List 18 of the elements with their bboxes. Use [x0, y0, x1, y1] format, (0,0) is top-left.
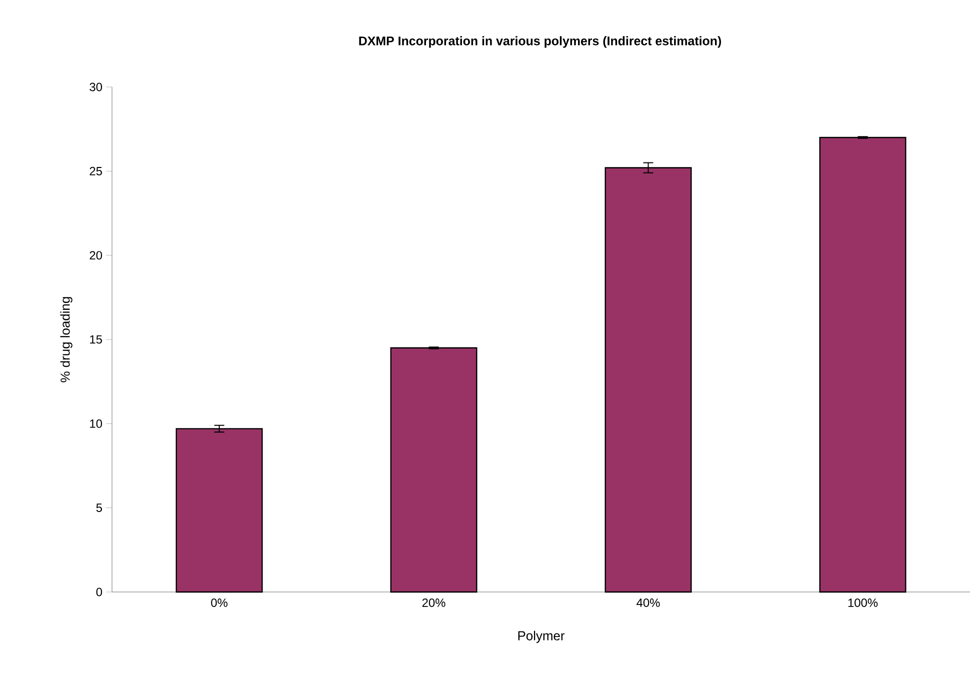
x-tick-label: 40% — [636, 598, 660, 607]
bar — [176, 428, 263, 593]
chart-title: DXMP Incorporation in various polymers (Indirect estimation) — [359, 36, 722, 48]
bar — [390, 347, 478, 593]
bar — [819, 136, 906, 593]
y-tick-label: 0 — [96, 588, 102, 596]
y-tick-label: 10 — [90, 419, 102, 428]
bar — [604, 167, 692, 593]
x-tick-label: 0% — [211, 598, 228, 607]
x-axis-title: Polymer — [518, 630, 565, 643]
y-tick-label: 25 — [90, 166, 102, 176]
y-axis-title: % drug loading — [60, 297, 72, 382]
y-tick-label: 15 — [90, 335, 102, 344]
x-tick-label: 20% — [422, 598, 446, 607]
y-tick-label: 30 — [90, 82, 102, 92]
x-tick-label: 100% — [848, 598, 878, 607]
y-tick-label: 5 — [96, 504, 102, 512]
y-tick-label: 20 — [90, 251, 102, 260]
